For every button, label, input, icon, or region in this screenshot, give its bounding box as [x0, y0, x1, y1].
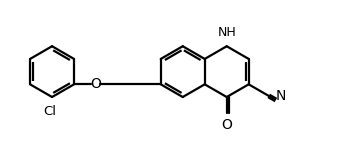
Text: O: O [221, 118, 232, 132]
Text: NH: NH [217, 26, 236, 39]
Text: N: N [275, 89, 286, 103]
Text: O: O [91, 77, 102, 91]
Text: Cl: Cl [44, 105, 57, 118]
